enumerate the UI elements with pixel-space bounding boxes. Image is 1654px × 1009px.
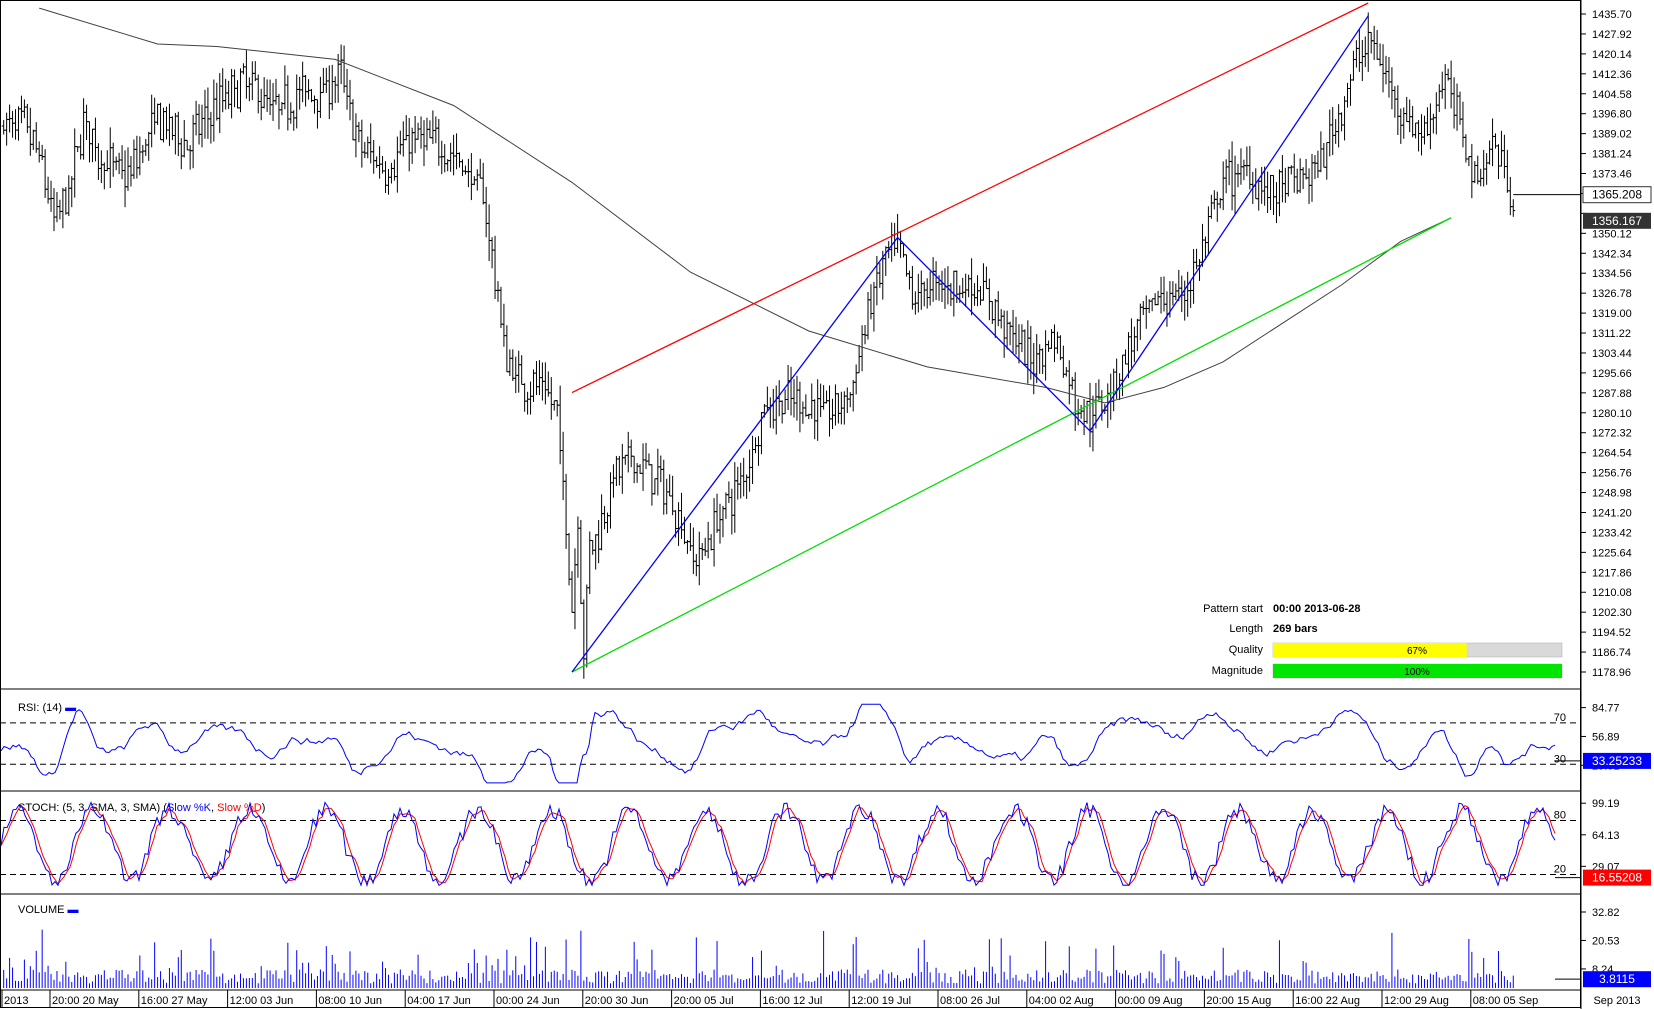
x-tick-label: 20:00 05 Jul bbox=[674, 995, 734, 1007]
chart-frame bbox=[0, 0, 1581, 1008]
x-tick-label: 20:00 15 Aug bbox=[1206, 995, 1271, 1007]
length-label: Length bbox=[1229, 623, 1263, 635]
stoch-slow-k-line bbox=[0, 801, 1556, 888]
price-tick-label: 1295.66 bbox=[1592, 368, 1632, 380]
quality-bar-fill bbox=[1273, 643, 1467, 657]
resistance-line bbox=[571, 2, 1369, 394]
rsi-tick-label: 56.89 bbox=[1592, 731, 1620, 743]
price-tick-label: 1412.36 bbox=[1592, 69, 1632, 81]
stoch-tag-text: 16.55208 bbox=[1592, 871, 1642, 885]
price-tick-label: 1427.92 bbox=[1592, 29, 1632, 41]
price-tick-label: 1396.80 bbox=[1592, 109, 1632, 121]
volume-tag-text: 3.8115 bbox=[1599, 972, 1635, 986]
moving-average-line bbox=[39, 7, 1452, 404]
ma-tag-text: 1356.167 bbox=[1592, 214, 1642, 228]
x-tick-label: 12:00 19 Jul bbox=[851, 995, 911, 1007]
stoch-tag: 16.55208 bbox=[1583, 869, 1651, 886]
support-line bbox=[571, 217, 1452, 673]
price-tick-label: 1342.34 bbox=[1592, 248, 1632, 260]
price-tick-label: 1241.20 bbox=[1592, 507, 1632, 519]
price-tick-label: 1350.12 bbox=[1592, 228, 1632, 240]
stoch-title: STOCH: (5, 3, SMA, 3, SMA) (Slow %K, Slo… bbox=[18, 802, 265, 814]
x-tick-label: 08:00 26 Jul bbox=[940, 995, 1000, 1007]
price-tick-label: 1389.02 bbox=[1592, 129, 1632, 141]
volume-tag: 3.8115 bbox=[1583, 971, 1651, 988]
rsi-tick-label: 84.77 bbox=[1592, 703, 1620, 715]
x-tick-label: 20:00 20 May bbox=[52, 995, 119, 1007]
price-tick-label: 1186.74 bbox=[1592, 647, 1631, 659]
quality-label: Quality bbox=[1229, 644, 1264, 656]
price-tick-label: 1319.00 bbox=[1592, 308, 1632, 320]
x-tick-label: 00:00 24 Jun bbox=[496, 995, 560, 1007]
x-tick-label: 2013 bbox=[4, 995, 28, 1007]
price-tick-label: 1248.98 bbox=[1592, 488, 1632, 500]
price-tick-label: 1373.46 bbox=[1592, 169, 1632, 181]
pattern-info: Pattern start 00:00 2013-06-28 Length 26… bbox=[1203, 603, 1563, 679]
stoch-tick-label: 99.19 bbox=[1592, 798, 1620, 810]
price-tag: 1365.208 bbox=[1582, 186, 1652, 204]
price-tick-label: 1225.64 bbox=[1592, 547, 1632, 559]
price-tick-label: 1210.08 bbox=[1592, 587, 1632, 599]
length-value: 269 bars bbox=[1273, 623, 1318, 635]
x-axis-right-label: Sep 2013 bbox=[1593, 995, 1640, 1007]
x-tick-label: 16:00 22 Aug bbox=[1295, 995, 1360, 1007]
price-tick-label: 1311.22 bbox=[1592, 328, 1631, 340]
stoch-level-label: 20 bbox=[1554, 864, 1566, 876]
stoch-level-label: 80 bbox=[1554, 810, 1566, 822]
price-tick-label: 1217.86 bbox=[1592, 567, 1632, 579]
stoch-tick-label: 64.13 bbox=[1592, 830, 1620, 842]
price-tick-label: 1280.10 bbox=[1592, 408, 1632, 420]
magnitude-bar-fill bbox=[1273, 664, 1562, 678]
volume-tick-label: 20.53 bbox=[1592, 935, 1620, 947]
x-tick-label: 12:00 03 Jun bbox=[230, 995, 294, 1007]
pattern-start-label: Pattern start bbox=[1203, 603, 1263, 615]
x-tick-label: 16:00 12 Jul bbox=[762, 995, 822, 1007]
rsi-tag-text: 33.25233 bbox=[1592, 754, 1642, 768]
volume-title: VOLUME ▬ bbox=[18, 904, 79, 916]
x-tick-label: 12:00 29 Aug bbox=[1384, 995, 1449, 1007]
volume-tick-label: 32.82 bbox=[1592, 907, 1620, 919]
price-tick-label: 1303.44 bbox=[1592, 348, 1632, 360]
price-y-axis: 1435.70 1427.92 1420.14 1412.36 1404.58 1396.… bbox=[1581, 9, 1632, 679]
x-tick-label: 20:00 30 Jun bbox=[585, 995, 649, 1007]
price-tick-label: 1287.88 bbox=[1592, 388, 1632, 400]
pattern-zigzag-line bbox=[571, 15, 1369, 673]
rsi-level-label: 30 bbox=[1554, 753, 1566, 765]
price-tick-label: 1404.58 bbox=[1592, 89, 1632, 101]
price-tick-label: 1272.32 bbox=[1592, 428, 1632, 440]
rsi-level-label: 70 bbox=[1554, 712, 1566, 724]
price-tick-label: 1326.78 bbox=[1592, 288, 1632, 300]
x-tick-label: 08:00 05 Sep bbox=[1473, 995, 1538, 1007]
x-tick-label: 04:00 17 Jun bbox=[407, 995, 471, 1007]
price-tick-label: 1264.54 bbox=[1592, 448, 1632, 460]
price-tick-label: 1233.42 bbox=[1592, 527, 1632, 539]
price-tick-label: 1202.30 bbox=[1592, 607, 1632, 619]
x-tick-label: 08:00 10 Jun bbox=[318, 995, 382, 1007]
pattern-start-value: 00:00 2013-06-28 bbox=[1273, 603, 1360, 615]
magnitude-label: Magnitude bbox=[1212, 665, 1263, 677]
ma-tag: 1356.167 bbox=[1583, 212, 1651, 229]
time-x-axis: 2013 20:00 20 May 16:00 27 May 12:00 03 Jun… bbox=[1, 990, 1538, 1008]
price-tick-label: 1381.24 bbox=[1592, 149, 1632, 161]
rsi-title: RSI: (14) ▬ bbox=[18, 702, 76, 714]
price-tag-text: 1365.208 bbox=[1592, 188, 1642, 202]
volume-bars bbox=[3, 929, 1514, 988]
price-tick-label: 1256.76 bbox=[1592, 468, 1632, 480]
price-bars bbox=[1, 12, 1581, 679]
price-tick-label: 1334.56 bbox=[1592, 268, 1632, 280]
rsi-tag: 33.25233 bbox=[1583, 752, 1651, 769]
x-tick-label: 04:00 02 Aug bbox=[1029, 995, 1094, 1007]
price-tick-label: 1435.70 bbox=[1592, 9, 1632, 21]
price-tick-label: 1194.52 bbox=[1592, 627, 1631, 639]
price-tick-label: 1420.14 bbox=[1592, 49, 1632, 61]
magnitude-value: 100% bbox=[1404, 667, 1430, 678]
price-tick-label: 1178.96 bbox=[1592, 667, 1631, 679]
quality-value: 67% bbox=[1407, 646, 1427, 657]
rsi-line bbox=[0, 703, 1556, 784]
x-tick-label: 00:00 09 Aug bbox=[1118, 995, 1183, 1007]
x-tick-label: 16:00 27 May bbox=[141, 995, 208, 1007]
